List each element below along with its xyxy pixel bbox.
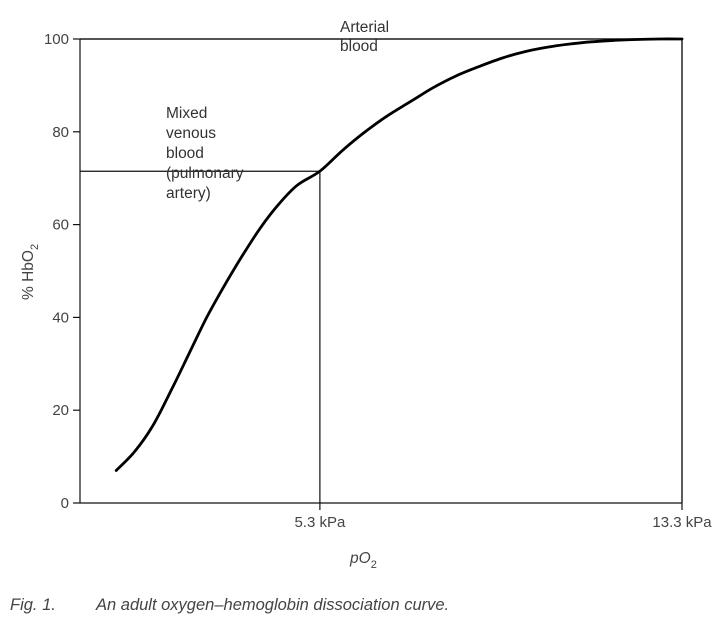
x-tick-label: 5.3 kPa bbox=[294, 514, 346, 531]
x-tick-label: 13.3 kPa bbox=[652, 514, 712, 531]
reference-lines bbox=[80, 38, 683, 503]
figure-caption: Fig. 1. An adult oxygen–hemoglobin dissoc… bbox=[10, 596, 449, 615]
oxygen-dissociation-chart: 0 20 40 60 80 100 5.3 kPa 13.3 kPa Arterial blo… bbox=[20, 19, 712, 571]
venous-blood-annotation: Mixed venous blood (pulmonary artery) bbox=[166, 105, 244, 202]
y-tick-label: 0 bbox=[61, 495, 69, 512]
y-tick-label: 80 bbox=[52, 124, 69, 141]
y-axis-title-main: % HbO bbox=[20, 250, 37, 300]
y-axis-title: % HbO2 bbox=[20, 244, 41, 300]
annotation-line: Mixed bbox=[166, 105, 207, 122]
y-axis-ticks: 0 20 40 60 80 100 bbox=[44, 31, 80, 512]
y-tick-label: 20 bbox=[52, 402, 69, 419]
annotations: Arterial blood Mixed venous blood (pulmonary a… bbox=[166, 19, 389, 202]
annotation-line: blood bbox=[340, 38, 378, 55]
annotation-line: artery) bbox=[166, 185, 211, 202]
y-tick-label: 40 bbox=[52, 309, 69, 326]
annotation-line: Arterial bbox=[340, 19, 389, 36]
dissociation-curve-line bbox=[114, 37, 684, 472]
caption-text: An adult oxygen–hemoglobin dissociation … bbox=[96, 596, 450, 614]
x-axis-title: pO2 bbox=[349, 550, 377, 571]
curve-series bbox=[114, 37, 684, 472]
annotation-line: (pulmonary bbox=[166, 165, 244, 182]
x-axis-title-subscript: 2 bbox=[371, 559, 377, 571]
annotation-line: blood bbox=[166, 145, 204, 162]
x-axis-title-main: pO bbox=[349, 550, 371, 567]
x-axis-ticks: 5.3 kPa 13.3 kPa bbox=[294, 503, 712, 531]
y-tick-label: 60 bbox=[52, 217, 69, 234]
y-axis-title-subscript: 2 bbox=[29, 244, 41, 250]
annotation-line: venous bbox=[166, 125, 216, 142]
axis-titles: pO2% HbO2 bbox=[20, 244, 377, 571]
y-tick-label: 100 bbox=[44, 31, 69, 48]
caption-number: Fig. 1. bbox=[10, 596, 56, 614]
arterial-blood-annotation: Arterial blood bbox=[340, 19, 389, 55]
